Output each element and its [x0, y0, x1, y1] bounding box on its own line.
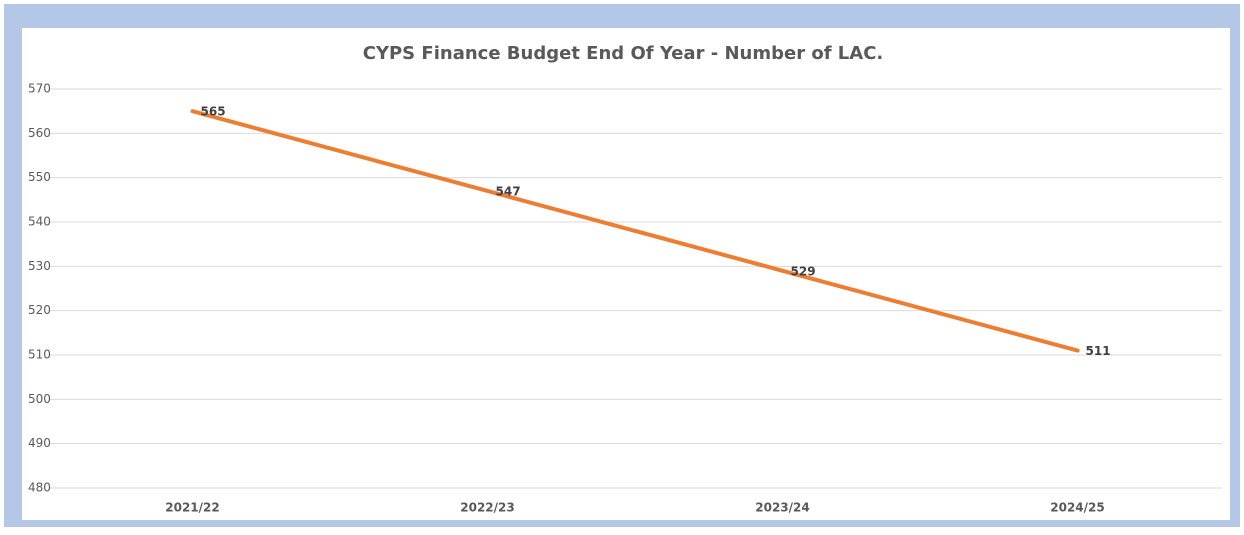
- x-tick-label: 2023/24: [755, 501, 809, 515]
- y-tick-label: 490: [28, 436, 51, 450]
- data-label: 511: [1086, 344, 1111, 358]
- data-label: 547: [496, 184, 521, 198]
- y-tick-label: 530: [28, 259, 51, 273]
- y-tick-label: 540: [28, 215, 51, 229]
- y-tick-label: 570: [28, 82, 51, 96]
- y-tick-label: 480: [28, 481, 51, 495]
- marks: [190, 109, 1080, 353]
- data-label: 529: [791, 264, 816, 278]
- plot-background: [22, 28, 1230, 520]
- y-tick-label: 500: [28, 392, 51, 406]
- chart-title: CYPS Finance Budget End Of Year - Number…: [363, 43, 884, 64]
- x-tick-label: 2022/23: [460, 501, 514, 515]
- y-tick-label: 550: [28, 170, 51, 184]
- y-tick-label: 510: [28, 348, 51, 362]
- x-tick-label: 2021/22: [165, 501, 219, 515]
- x-tick-label: 2024/25: [1050, 501, 1104, 515]
- data-label: 565: [201, 105, 226, 119]
- data-line: [190, 109, 1080, 353]
- y-tick-label: 520: [28, 303, 51, 317]
- grid: [50, 88, 1222, 489]
- y-tick-label: 560: [28, 126, 51, 140]
